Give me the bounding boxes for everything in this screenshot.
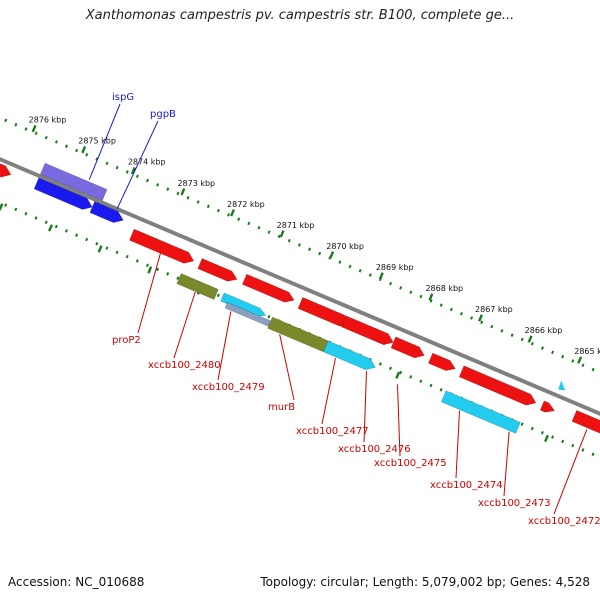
label-leader-line	[553, 429, 588, 515]
label-leader-line	[396, 384, 401, 457]
label-leader-line	[455, 410, 460, 479]
gene-feature-red	[458, 365, 537, 406]
kbp-tick-label: 2870 kbp	[326, 242, 364, 251]
bottom-major-tick	[395, 371, 401, 379]
kbp-tick-label: 2873 kbp	[177, 179, 215, 188]
top-major-tick	[478, 314, 483, 322]
gene-feature-red	[297, 297, 351, 327]
label-leader-line	[217, 311, 232, 381]
gene-feature-olive	[267, 316, 329, 353]
label-leader-line	[88, 103, 121, 180]
bottom-tick-rail	[0, 201, 595, 457]
gene-feature-red	[428, 352, 456, 371]
gene-label: xccb100_2475	[374, 458, 447, 469]
label-leader-line	[279, 334, 295, 401]
kbp-tick-label: 2875 kbp	[78, 137, 116, 146]
gene-label: proP2	[112, 335, 141, 346]
gene-feature-red	[539, 400, 556, 413]
gene-feature-blue	[89, 201, 124, 223]
gene-feature-blue	[33, 177, 93, 210]
gene-feature-purple	[39, 162, 108, 201]
top-major-tick	[329, 251, 335, 259]
kbp-tick-label: 2865 kbp	[574, 347, 600, 356]
gene-feature-red	[571, 409, 600, 434]
label-leader-line	[173, 291, 196, 359]
bottom-major-tick	[0, 203, 4, 211]
label-leader-line	[137, 253, 161, 334]
gene-feature-olive	[176, 273, 219, 300]
kbp-tick-label: 2872 kbp	[227, 200, 265, 209]
top-major-tick	[130, 167, 136, 175]
genome-backbone	[0, 157, 600, 416]
gene-label: ispG	[112, 92, 134, 103]
accession-text: Accession: NC_010688	[8, 575, 145, 589]
gene-feature-red	[390, 336, 425, 359]
top-major-tick	[81, 145, 87, 154]
gene-label: xccb100_2480	[148, 360, 221, 371]
top-major-tick	[230, 209, 235, 217]
gene-feature-cyan	[440, 390, 521, 434]
bottom-major-tick	[48, 224, 53, 232]
topology-text: Topology: circular; Length: 5,079,002 bp…	[260, 575, 590, 589]
top-major-tick	[428, 293, 434, 301]
kbp-tick-label: 2867 kbp	[475, 305, 513, 314]
kbp-tick-label: 2874 kbp	[128, 158, 166, 167]
map-title: Xanthomonas campestris pv. campestris st…	[85, 8, 515, 23]
top-major-tick	[279, 230, 285, 238]
bottom-major-tick	[147, 266, 153, 274]
gene-label: xccb100_2476	[338, 444, 411, 455]
bottom-major-tick	[544, 434, 549, 443]
gene-label: xccb100_2474	[430, 480, 503, 491]
top-major-tick	[31, 124, 37, 133]
top-major-tick	[378, 272, 384, 280]
label-leader-line	[116, 120, 159, 210]
kbp-tick-label: 2869 kbp	[376, 263, 414, 272]
gene-feature-red	[197, 258, 238, 282]
top-major-tick	[527, 335, 533, 343]
gene-label: xccb100_2473	[478, 498, 551, 509]
gene-label: murB	[268, 402, 295, 413]
gene-label: xccb100_2477	[296, 426, 369, 437]
gene-label: xccb100_2479	[192, 382, 265, 393]
gene-feature-red	[0, 163, 12, 178]
gene-label: xccb100_2472	[528, 516, 600, 527]
top-major-tick	[180, 188, 186, 196]
gene-feature-cyan	[323, 340, 376, 371]
gene-feature-red	[242, 273, 295, 303]
gene-label: pgpB	[150, 109, 176, 120]
gene-feature-red	[341, 315, 394, 346]
top-major-tick	[577, 356, 583, 364]
feature-marker	[558, 380, 566, 391]
label-leader-line	[503, 431, 510, 497]
bottom-major-tick	[97, 245, 103, 253]
kbp-tick-label: 2871 kbp	[277, 221, 315, 230]
kbp-tick-label: 2868 kbp	[425, 284, 463, 293]
gene-feature-red	[129, 228, 195, 264]
label-leader-line	[363, 371, 367, 443]
label-leader-line	[321, 357, 336, 425]
kbp-tick-label: 2876 kbp	[29, 116, 67, 125]
kbp-tick-label: 2866 kbp	[525, 326, 563, 335]
top-tick-rail	[4, 118, 600, 375]
gene-feature-cyan	[220, 292, 267, 317]
